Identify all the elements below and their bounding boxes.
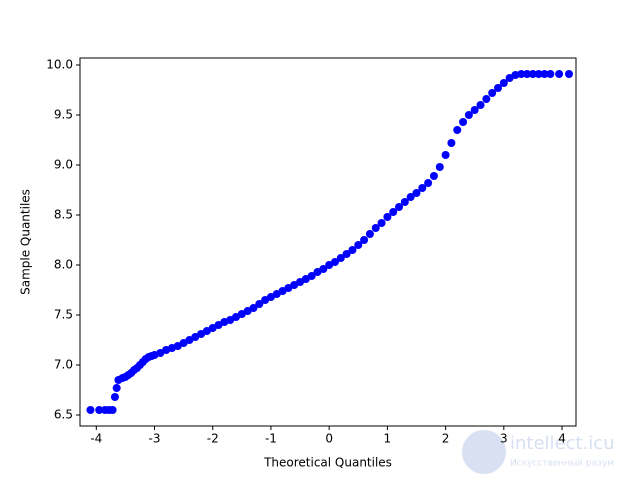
watermark-logo [462, 430, 506, 474]
watermark-subtitle: Искусственный разум [510, 459, 614, 469]
point [534, 70, 543, 78]
point [540, 70, 549, 78]
point [365, 230, 374, 238]
point [319, 265, 328, 273]
point [108, 406, 117, 414]
point [441, 151, 450, 159]
point [429, 172, 438, 180]
point [459, 118, 468, 126]
y-tick-label: 9.5 [54, 108, 73, 122]
point [517, 70, 526, 78]
x-axis-label: Theoretical Quantiles [263, 456, 392, 470]
point [464, 111, 473, 119]
x-tick-label: 0 [325, 432, 333, 446]
point [383, 213, 392, 221]
point [470, 106, 479, 114]
point [389, 208, 398, 216]
point [395, 203, 404, 211]
point [488, 89, 497, 97]
x-tick-label: 3 [500, 432, 508, 446]
point [336, 254, 345, 262]
x-tick-label: -2 [207, 432, 219, 446]
point [342, 250, 351, 258]
x-tick-label: 2 [442, 432, 450, 446]
x-tick-label: -1 [265, 432, 277, 446]
point [348, 246, 357, 254]
point [435, 163, 444, 171]
x-tick-label: 4 [558, 432, 566, 446]
y-tick-label: 9.0 [54, 158, 73, 172]
point [555, 70, 564, 78]
y-tick-label: 7.5 [54, 308, 73, 322]
point [493, 84, 502, 92]
point [95, 406, 104, 414]
point [330, 258, 339, 266]
point [453, 126, 462, 134]
x-tick-label: -4 [90, 432, 102, 446]
plot-frame [79, 57, 577, 427]
point [255, 300, 264, 308]
point [412, 189, 421, 197]
point [371, 224, 380, 232]
y-tick-label: 7.0 [54, 358, 73, 372]
point [418, 184, 427, 192]
point [528, 70, 537, 78]
y-tick-label: 10.0 [46, 58, 73, 72]
point [360, 236, 369, 244]
point [110, 393, 119, 401]
watermark-title: intellect.icu [510, 433, 615, 454]
point [499, 79, 508, 87]
point [400, 198, 409, 206]
point [377, 219, 386, 227]
y-tick-label: 6.5 [54, 408, 73, 422]
point [447, 139, 456, 147]
point [424, 179, 433, 187]
point [86, 406, 95, 414]
point [406, 193, 415, 201]
point [565, 70, 574, 78]
watermark: intellect.icu Искусственный разум [462, 430, 615, 474]
point [482, 95, 491, 103]
point [112, 384, 121, 392]
x-tick-label: -3 [149, 432, 161, 446]
point [354, 241, 363, 249]
y-axis-label: Sample Quantiles [19, 189, 33, 295]
y-tick-label: 8.5 [54, 208, 73, 222]
point [546, 70, 555, 78]
x-tick-label: 1 [384, 432, 392, 446]
y-tick-label: 8.0 [54, 258, 73, 272]
point [476, 101, 485, 109]
point [249, 304, 258, 312]
point [307, 272, 316, 280]
point [523, 70, 532, 78]
